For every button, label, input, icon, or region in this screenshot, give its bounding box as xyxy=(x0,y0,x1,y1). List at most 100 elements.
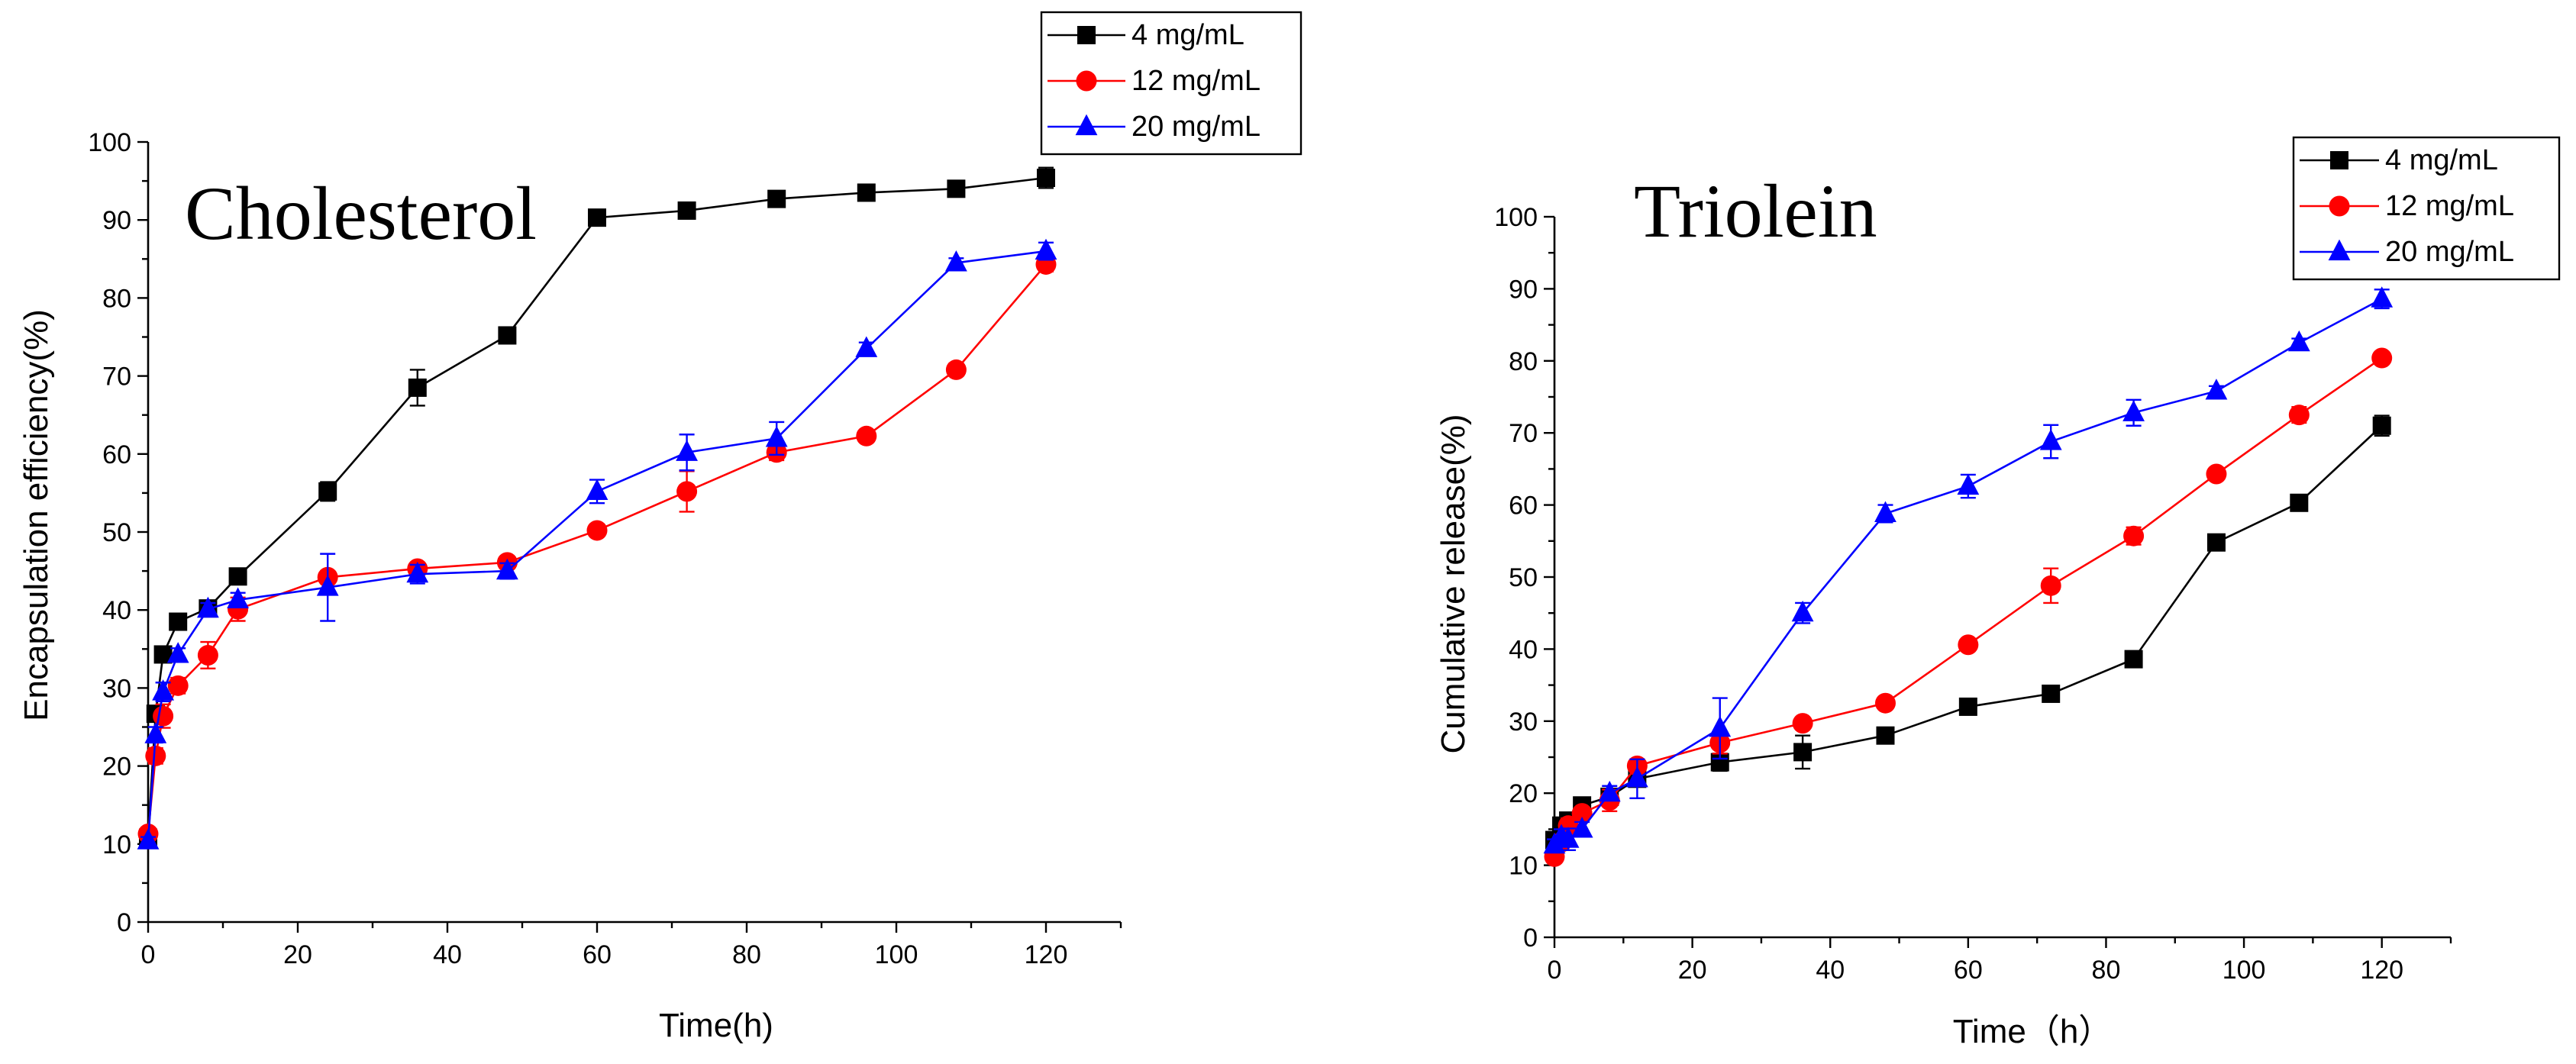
x-axis-title: Time(h) xyxy=(659,1007,773,1044)
legend-item-20mg: 20 mg/mL xyxy=(1048,111,1261,143)
data-point xyxy=(767,189,786,208)
data-point xyxy=(1598,780,1621,802)
legend-label: 4 mg/mL xyxy=(1131,19,1244,51)
axes: 0 10 20 30 40 50 60 70 80 90 100 0 20 40 60 80 100 120 xyxy=(1494,203,2452,985)
x-tick-label: 20 xyxy=(283,940,312,969)
data-point xyxy=(408,378,427,397)
y-tick-label: 40 xyxy=(102,596,131,625)
data-point xyxy=(2040,575,2061,596)
y-tick-label: 80 xyxy=(1509,347,1538,376)
y-tick-label: 70 xyxy=(1509,419,1538,448)
x-tick-label: 60 xyxy=(1954,956,1983,985)
legend-item-20mg: 20 mg/mL xyxy=(2300,236,2514,268)
y-tick-label: 50 xyxy=(1509,563,1538,592)
data-point xyxy=(1037,169,1055,188)
x-tick-label: 20 xyxy=(1678,956,1707,985)
data-point xyxy=(676,481,698,502)
data-point xyxy=(2290,493,2309,512)
x-tick-label: 0 xyxy=(141,940,156,969)
legend-label: 4 mg/mL xyxy=(2385,144,2498,176)
triolein-chart: Triolein Time（h） Cumulative release(%) 4… xyxy=(1435,136,2561,1050)
data-point xyxy=(1035,238,1057,260)
data-point xyxy=(586,479,608,500)
data-point xyxy=(588,208,606,227)
legend-item-12mg: 12 mg/mL xyxy=(1048,65,1261,97)
data-point xyxy=(2039,429,2062,450)
data-point xyxy=(857,183,876,202)
data-point xyxy=(1876,726,1895,745)
data-point xyxy=(137,828,160,850)
x-tick-label: 100 xyxy=(875,940,918,969)
data-point xyxy=(166,642,189,663)
data-point xyxy=(318,482,337,501)
legend: 4 mg/mL 12 mg/mL 20 mg/mL xyxy=(1040,11,1303,156)
data-point xyxy=(2206,533,2226,552)
y-tick-label: 50 xyxy=(102,518,131,547)
y-tick-label: 30 xyxy=(102,674,131,703)
cholesterol-chart: Cholesterol Time(h) Encapsulation effici… xyxy=(18,11,1303,1044)
x-tick-label: 60 xyxy=(583,940,612,969)
legend-item-4mg: 4 mg/mL xyxy=(2300,144,2498,176)
data-point xyxy=(2124,650,2143,669)
chart-title: Cholesterol xyxy=(185,171,537,256)
y-tick-label: 10 xyxy=(102,830,131,859)
data-point xyxy=(406,561,429,583)
data-point xyxy=(1625,766,1648,788)
legend: 4 mg/mL 12 mg/mL 20 mg/mL xyxy=(2292,136,2561,281)
y-tick-label: 90 xyxy=(1509,275,1538,304)
data-point xyxy=(1570,817,1593,838)
legend-marker xyxy=(2329,195,2350,217)
y-tick-label: 0 xyxy=(1523,924,1538,953)
data-point xyxy=(2123,525,2145,547)
y-tick-label: 70 xyxy=(102,363,131,392)
data-point xyxy=(1793,743,1813,762)
legend-item-4mg: 4 mg/mL xyxy=(1048,19,1244,51)
legend-label: 12 mg/mL xyxy=(2385,190,2514,222)
data-point xyxy=(145,745,166,766)
x-tick-label: 100 xyxy=(2223,956,2266,985)
x-tick-label: 120 xyxy=(2360,956,2403,985)
data-point xyxy=(496,558,518,580)
data-point xyxy=(167,675,189,696)
data-point xyxy=(855,336,878,357)
data-point xyxy=(1792,713,1813,734)
series-20-mg-ml xyxy=(1543,286,2394,854)
y-tick-label: 90 xyxy=(102,206,131,235)
data-point xyxy=(677,201,696,220)
data-point xyxy=(2205,379,2228,400)
legend-marker xyxy=(1077,26,1096,44)
legend-marker xyxy=(1076,70,1097,92)
y-tick-label: 30 xyxy=(1509,708,1538,737)
y-tick-label: 100 xyxy=(1494,203,1538,232)
y-tick-label: 20 xyxy=(102,753,131,782)
data-point xyxy=(945,250,967,272)
data-point xyxy=(945,359,967,380)
data-point xyxy=(227,587,249,609)
data-point xyxy=(316,575,339,596)
series-20-mg-ml xyxy=(137,238,1057,850)
data-point xyxy=(676,440,698,461)
x-axis-title: Time（h） xyxy=(1953,1013,2113,1050)
data-point xyxy=(1874,692,1896,714)
x-tick-label: 80 xyxy=(2092,956,2121,985)
legend-marker xyxy=(1075,114,1098,136)
legend-marker xyxy=(2330,151,2348,169)
data-point xyxy=(228,567,247,586)
data-point xyxy=(1958,634,1979,656)
x-tick-label: 80 xyxy=(732,940,761,969)
data-point xyxy=(197,596,219,618)
y-axis-title: Encapsulation efficiency(%) xyxy=(18,309,55,721)
legend-item-12mg: 12 mg/mL xyxy=(2300,190,2514,222)
data-point xyxy=(765,425,788,447)
x-tick-label: 0 xyxy=(1548,956,1562,985)
y-tick-label: 0 xyxy=(117,908,131,937)
data-point xyxy=(197,644,218,666)
y-tick-label: 40 xyxy=(1509,635,1538,664)
chart-title: Triolein xyxy=(1634,169,1877,253)
data-point xyxy=(2371,286,2394,308)
data-point xyxy=(2371,347,2393,369)
x-tick-label: 120 xyxy=(1025,940,1068,969)
series-12-mg-ml xyxy=(1544,347,2393,867)
